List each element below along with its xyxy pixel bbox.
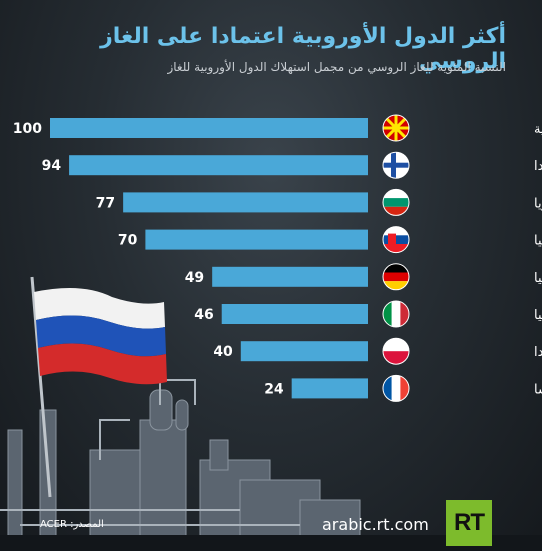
bar-chart: 100 مقدونيا الشمالية 94 فنلندا 77 بلغاريا 70 سل… <box>13 114 542 402</box>
france-flag-icon <box>383 375 409 402</box>
category-label: فرنسا <box>534 382 542 397</box>
bar <box>291 378 368 399</box>
north-macedonia-flag-icon <box>383 115 409 141</box>
bar <box>240 341 368 362</box>
bar <box>50 118 368 138</box>
category-label: ألمانيا <box>534 269 542 286</box>
category-label: إيطاليا <box>534 308 542 323</box>
data-label: 100 <box>13 121 42 137</box>
category-label: مقدونيا الشمالية <box>534 122 542 137</box>
rt-logo: RT <box>446 500 492 546</box>
gas-plant-illustration <box>0 379 542 551</box>
data-label: 46 <box>194 307 213 323</box>
bulgaria-flag-icon <box>383 189 409 216</box>
bar <box>145 229 368 250</box>
bar <box>69 155 368 176</box>
source-label: المصدر: ACER <box>40 519 104 530</box>
data-label: 40 <box>213 344 233 360</box>
italy-flag-icon <box>383 301 409 327</box>
bar <box>221 304 368 324</box>
chart-title: أكثر الدول الأوروبية اعتمادا على الغاز ا… <box>100 24 506 74</box>
category-label: فنلندا <box>534 159 542 174</box>
data-label: 70 <box>118 233 138 249</box>
data-label: 49 <box>185 270 204 286</box>
chart-subtitle: النسبة المئوية للغاز الروسي من مجمل استه… <box>167 60 506 74</box>
category-label: بولندا <box>534 345 542 360</box>
poland-flag-icon <box>383 338 409 365</box>
category-label: سلوفاكيا <box>534 234 542 249</box>
website-url[interactable]: arabic.rt.com <box>322 515 429 534</box>
data-label: 24 <box>264 381 284 397</box>
category-label: بلغاريا <box>534 196 542 211</box>
data-label: 94 <box>42 158 62 174</box>
bar <box>212 266 368 287</box>
data-label: 77 <box>96 195 115 211</box>
germany-flag-icon <box>383 263 409 290</box>
bar <box>123 192 368 213</box>
finland-flag-icon <box>383 152 409 179</box>
russia-flag-icon <box>30 276 167 498</box>
slovakia-flag-icon <box>383 226 409 253</box>
